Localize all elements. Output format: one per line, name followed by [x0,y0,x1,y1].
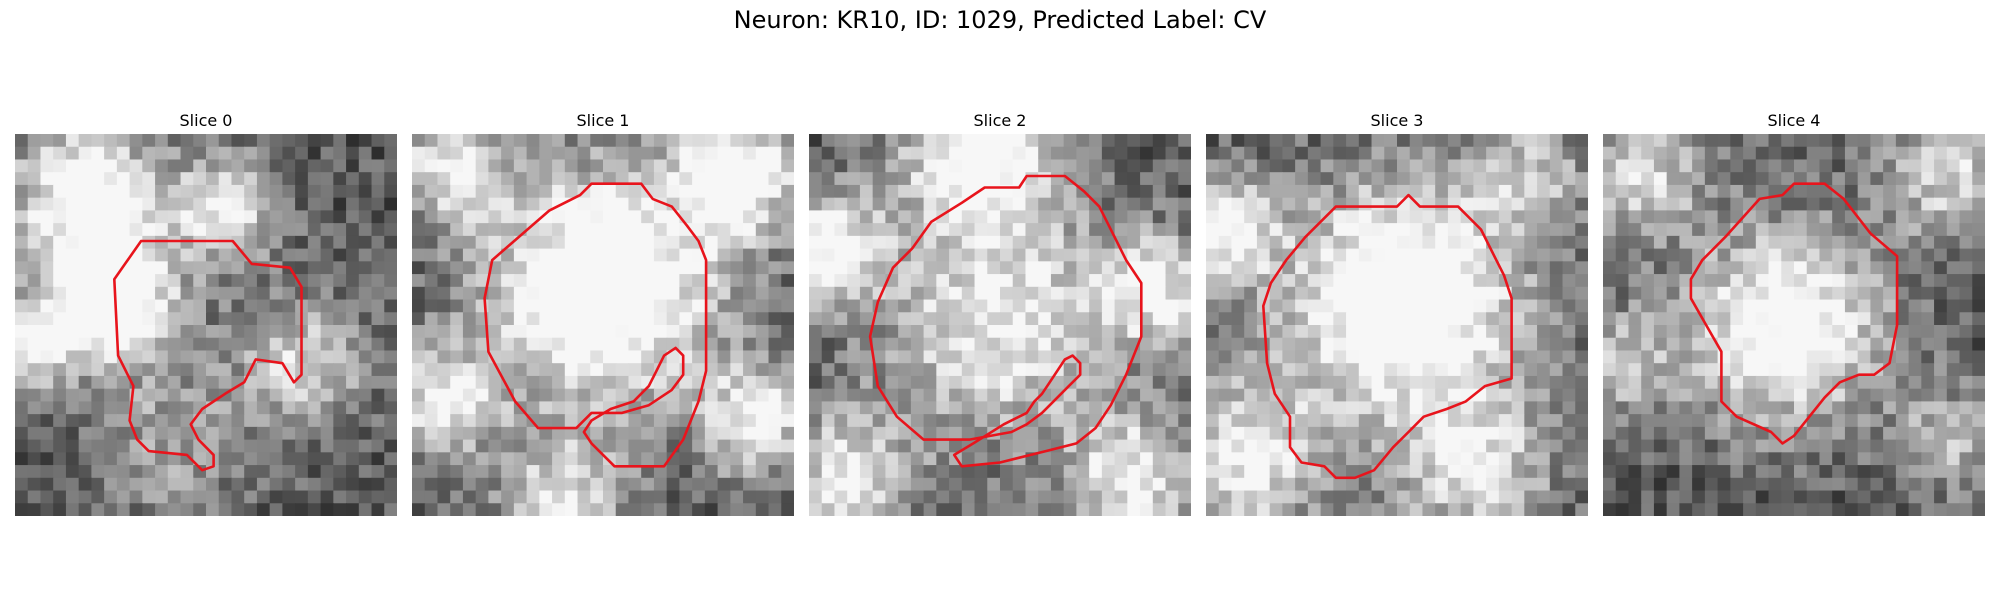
panel-slice-1: Slice 1 [412,110,794,516]
segmentation-contour [1689,182,1899,445]
slice-image [809,134,1191,516]
slice-image [412,134,794,516]
panel-title: Slice 4 [1767,111,1821,130]
panel-slice-2: Slice 2 [809,110,1191,516]
slice-image [1206,134,1588,516]
slice-image [1603,134,1985,516]
segmentation-contour [113,239,303,472]
panel-title: Slice 0 [179,111,233,130]
panel-title: Slice 1 [576,111,630,130]
panel-slice-3: Slice 3 [1206,110,1588,516]
segmentation-contour [483,182,708,468]
panel-title: Slice 2 [973,111,1027,130]
figure-title: Neuron: KR10, ID: 1029, Predicted Label:… [733,6,1267,34]
panel-title: Slice 3 [1370,111,1424,130]
slice-image [15,134,397,516]
segmentation-contour [868,174,1143,468]
panel-slice-4: Slice 4 [1603,110,1985,516]
segmentation-contour [1261,193,1513,480]
panel-slice-0: Slice 0 [15,110,397,516]
